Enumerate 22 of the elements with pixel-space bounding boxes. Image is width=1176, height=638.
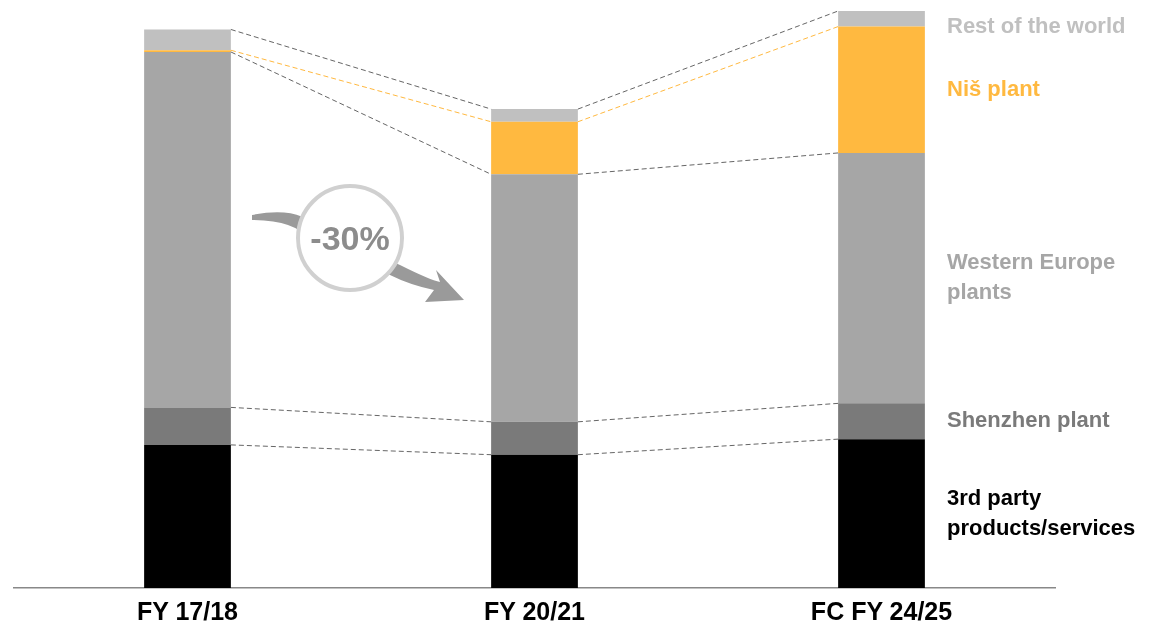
bar bbox=[144, 407, 231, 445]
x-tick-label: FY 17/18 bbox=[136, 596, 239, 625]
bar bbox=[838, 403, 925, 440]
bar bbox=[838, 152, 925, 404]
bar bbox=[144, 29, 231, 51]
bar bbox=[491, 121, 578, 175]
series-label: Western Europe plants bbox=[947, 249, 1116, 305]
bar bbox=[838, 11, 925, 27]
series-label: Shenzhen plant bbox=[947, 407, 1111, 433]
bar bbox=[144, 51, 231, 408]
series-label: Niš plant bbox=[947, 75, 1041, 101]
x-tick-label: FY 20/21 bbox=[483, 596, 586, 625]
x-tick-label: FC FY 24/25 bbox=[810, 596, 953, 625]
bar bbox=[144, 444, 231, 588]
annotation: -30% bbox=[298, 186, 402, 290]
series-label: 3rd party products/services bbox=[947, 484, 1136, 540]
bar bbox=[491, 421, 578, 455]
bar bbox=[491, 174, 578, 422]
bar bbox=[491, 454, 578, 588]
bar bbox=[838, 439, 925, 588]
bar bbox=[491, 109, 578, 122]
series-label: Rest of the world bbox=[947, 12, 1126, 38]
